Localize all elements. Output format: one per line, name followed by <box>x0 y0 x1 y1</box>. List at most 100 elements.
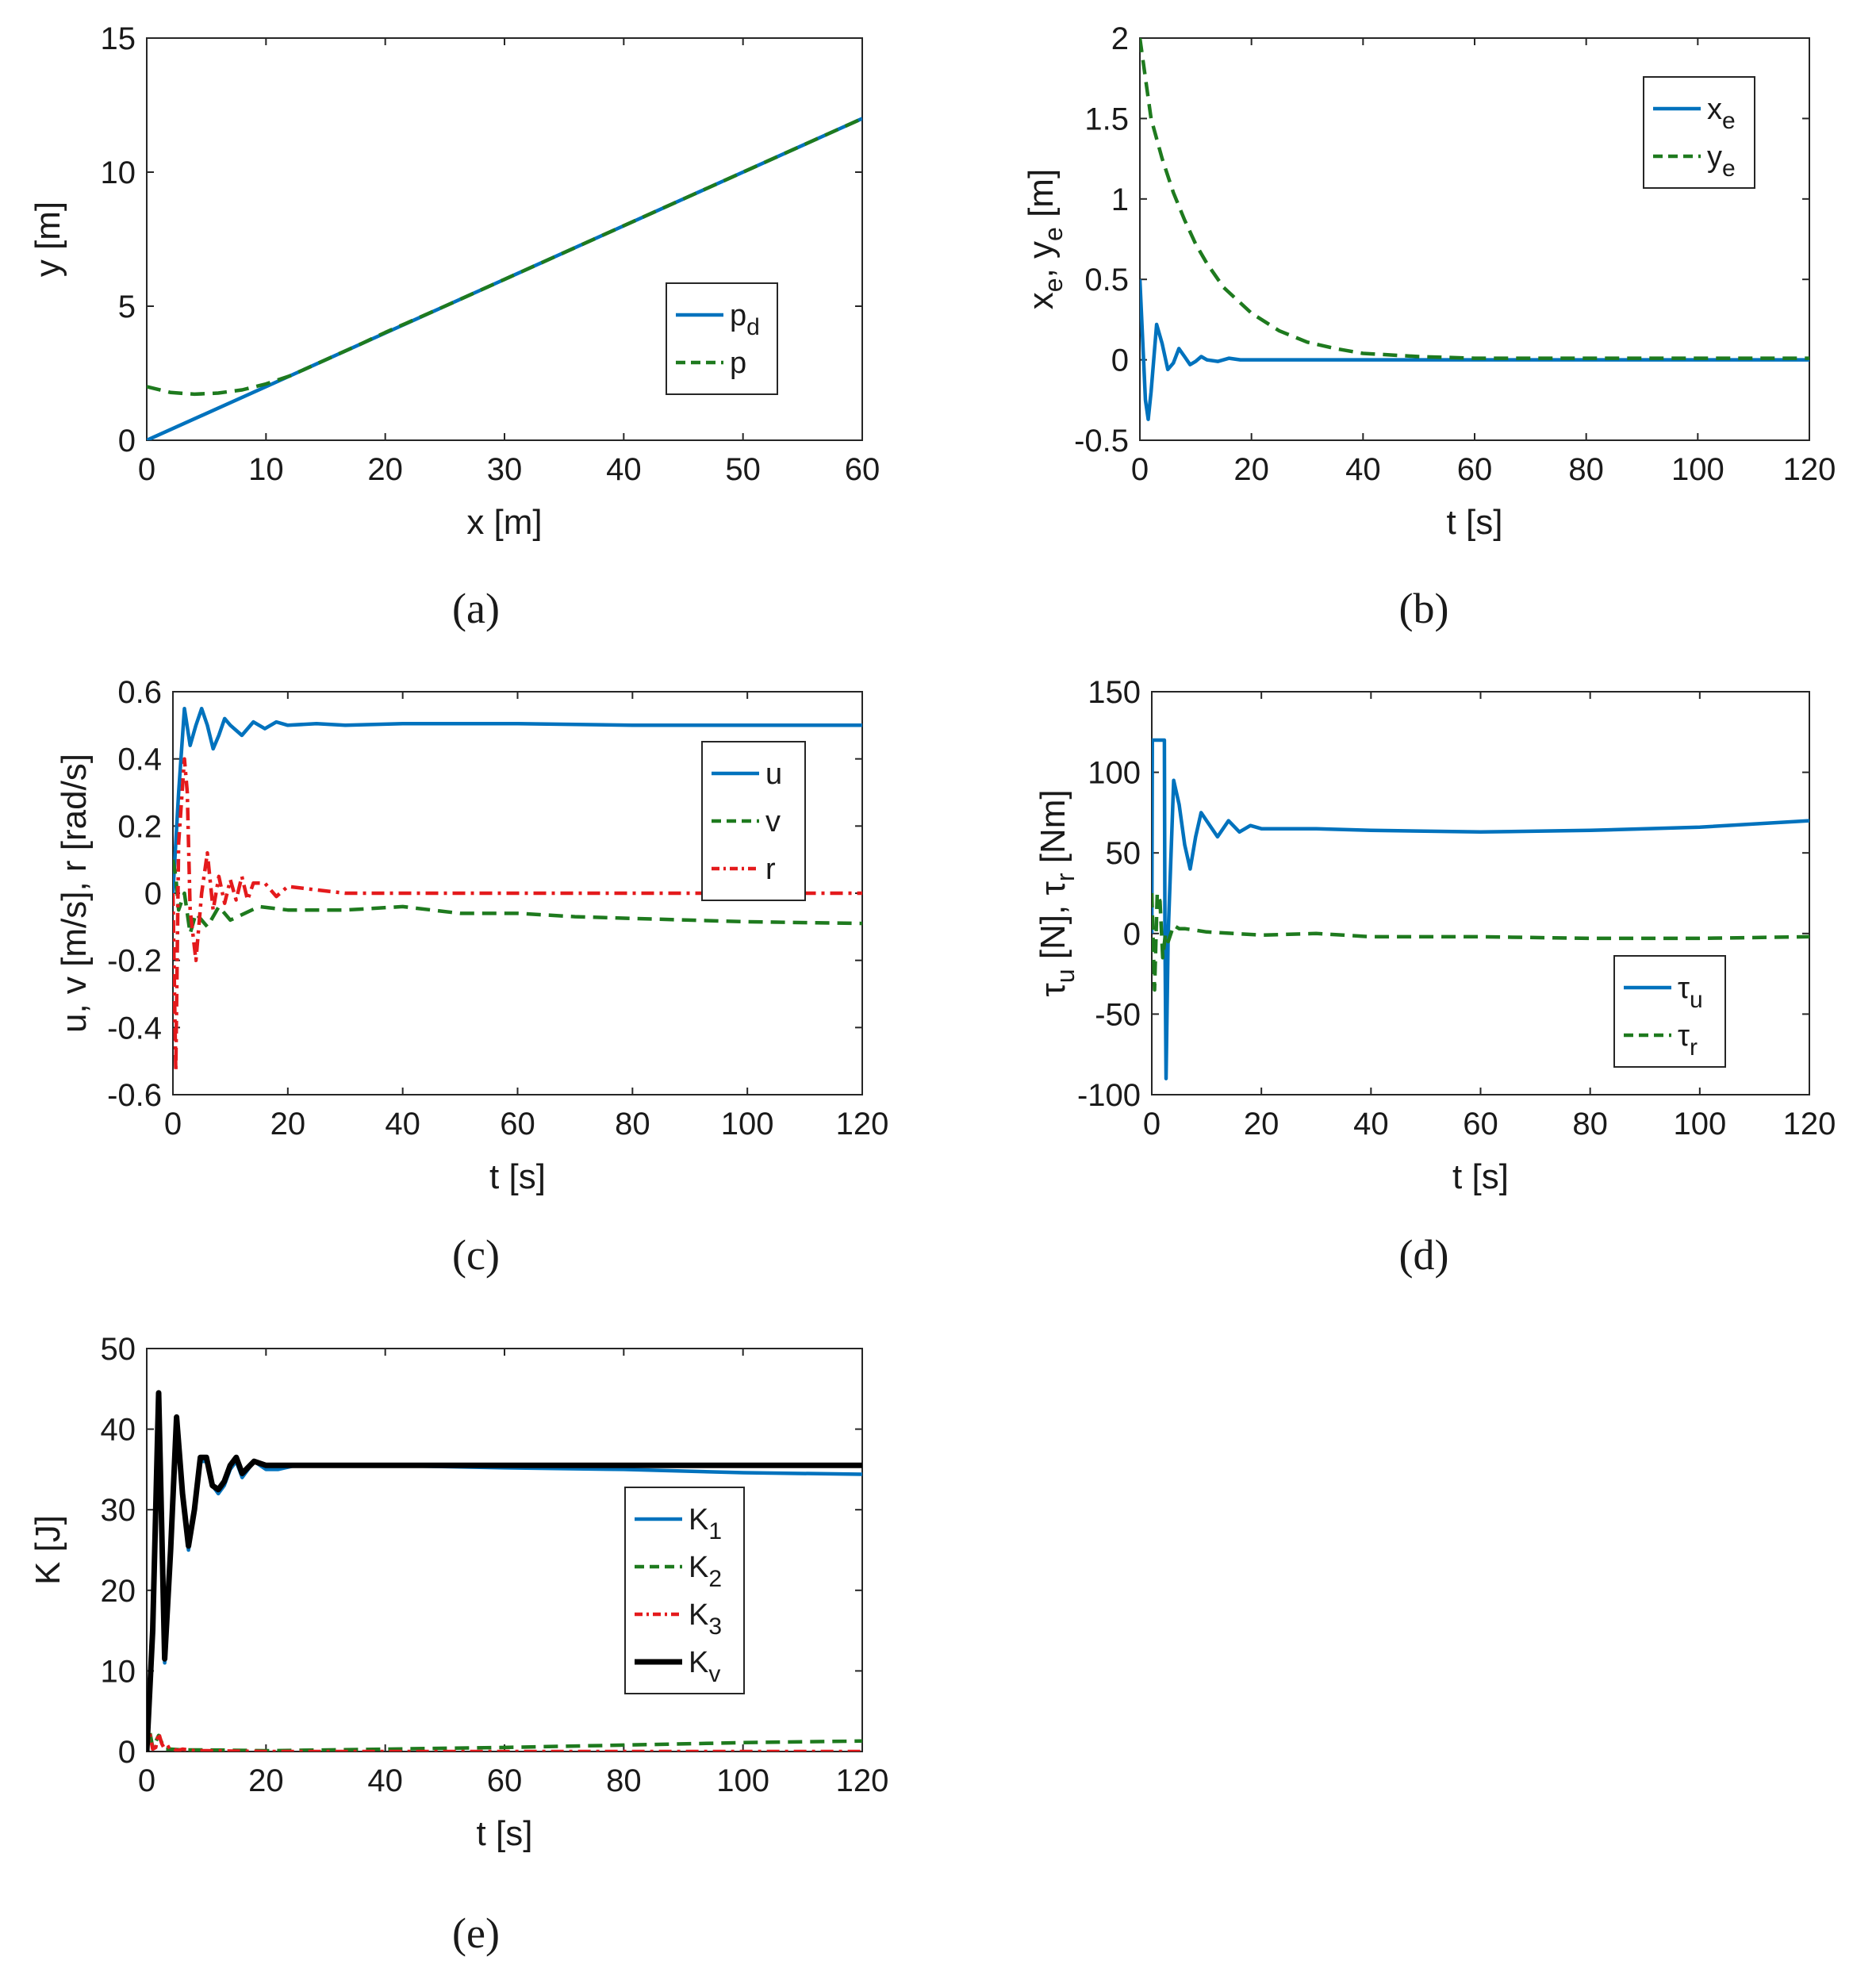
y-tick-label: 0 <box>118 1735 136 1770</box>
series-line-e-K1 <box>147 1395 862 1752</box>
x-tick-label: 120 <box>836 1763 889 1798</box>
legend-label: ye <box>1707 140 1736 182</box>
series-line-a-p <box>147 117 862 397</box>
y-tick-label: 0 <box>144 877 162 911</box>
x-tick-label: 0 <box>1143 1107 1161 1141</box>
x-tick-label: 120 <box>1783 1107 1836 1141</box>
x-tick-label: 30 <box>487 452 523 487</box>
legend-label: pd <box>730 299 760 340</box>
x-tick-label: 20 <box>1244 1107 1279 1141</box>
x-tick-label: 80 <box>1572 1107 1608 1141</box>
y-tick-label: -0.6 <box>107 1078 162 1113</box>
legend-label: xe <box>1707 93 1736 134</box>
x-tick-label: 20 <box>248 1763 284 1798</box>
legend-label: K3 <box>689 1598 722 1640</box>
x-tick-label: 0 <box>138 1763 155 1798</box>
y-tick-label: -0.4 <box>107 1011 162 1046</box>
x-axis-label: t [s] <box>489 1157 546 1196</box>
y-tick-label: -50 <box>1095 997 1141 1032</box>
series-line-d-u <box>1152 738 1809 1080</box>
x-tick-label: 60 <box>487 1763 523 1798</box>
x-tick-label: 100 <box>1671 452 1724 487</box>
x-tick-label: 60 <box>1463 1107 1498 1141</box>
y-tick-label: -0.2 <box>107 944 162 979</box>
series-line-c-r <box>173 757 862 1073</box>
x-tick-label: 20 <box>270 1107 306 1141</box>
subfigure-caption: (c) <box>452 1231 500 1279</box>
y-axis-label: xe, ye [m] <box>1022 169 1068 309</box>
y-tick-label: 10 <box>101 1654 136 1689</box>
y-tick-label: 30 <box>101 1493 136 1528</box>
x-tick-label: 40 <box>367 1763 403 1798</box>
y-tick-label: -100 <box>1077 1078 1141 1113</box>
x-tick-label: 80 <box>606 1763 642 1798</box>
y-tick-label: 50 <box>101 1332 136 1367</box>
legend-d <box>1613 955 1726 1068</box>
legend-label: τu <box>1678 972 1703 1013</box>
chart-e: 0 20 40 60 80 100 120 0 10 20 30 40 50 t [s] K [J] K1 K2… <box>29 1332 888 1957</box>
y-tick-label: 40 <box>101 1413 136 1448</box>
y-axis-label: K [J] <box>29 1515 67 1585</box>
x-tick-label: 40 <box>385 1107 420 1141</box>
x-tick-label: 100 <box>1673 1107 1726 1141</box>
x-tick-label: 40 <box>1345 452 1381 487</box>
plot-area-e <box>146 1348 863 1752</box>
x-tick-label: 0 <box>164 1107 182 1141</box>
legend-label: Kv <box>689 1646 720 1687</box>
legend-a <box>666 282 778 395</box>
x-tick-label: 100 <box>721 1107 774 1141</box>
x-axis-label: t [s] <box>1447 503 1503 542</box>
chart-a: 0 10 20 30 40 50 60 0 5 10 15 x [m] y [m] pd p (a) <box>29 21 880 632</box>
x-tick-label: 20 <box>367 452 403 487</box>
x-tick-label: 60 <box>1457 452 1493 487</box>
y-tick-label: 0.5 <box>1084 263 1129 297</box>
legend-label: K2 <box>689 1551 722 1592</box>
y-tick-label: 1.5 <box>1084 102 1129 136</box>
y-tick-label: 50 <box>1106 836 1141 871</box>
series-line-c-u <box>173 706 862 894</box>
y-tick-label: 5 <box>118 290 136 324</box>
subfigure-caption: (a) <box>452 585 500 632</box>
legend-label: p <box>730 347 746 380</box>
series-line-e-K3 <box>147 1731 862 1752</box>
x-tick-label: 120 <box>1783 452 1836 487</box>
y-tick-label: 150 <box>1088 675 1141 710</box>
series-line-b-xe <box>1140 279 1809 421</box>
series-line-e-Kv <box>147 1390 862 1752</box>
legend-label: v <box>765 805 781 838</box>
legend-label: τr <box>1678 1019 1698 1061</box>
x-tick-label: 20 <box>1233 452 1269 487</box>
y-tick-label: 2 <box>1111 21 1129 56</box>
legend-label: r <box>765 853 776 886</box>
subfigure-caption: (e) <box>452 1909 500 1957</box>
y-tick-label: 100 <box>1088 756 1141 791</box>
y-tick-label: 15 <box>101 21 136 56</box>
y-axis-label: y [m] <box>29 201 67 277</box>
x-axis-label: t [s] <box>477 1814 533 1853</box>
series-line-d-r <box>1152 891 1809 992</box>
x-tick-label: 60 <box>845 452 880 487</box>
y-tick-label: 0.4 <box>117 742 162 777</box>
y-tick-label: 10 <box>101 155 136 190</box>
x-tick-label: 40 <box>1353 1107 1389 1141</box>
x-tick-label: 60 <box>500 1107 535 1141</box>
y-tick-label: 0 <box>1123 917 1141 952</box>
x-tick-label: 100 <box>716 1763 769 1798</box>
y-tick-label: 0 <box>118 424 136 459</box>
y-axis-label: τu [N], τr [Nm] <box>1034 789 1080 996</box>
chart-c: 0 20 40 60 80 100 120 -0.6 -0.4 -0.2 0 0.2 0.4 0.6 t [… <box>55 675 888 1279</box>
subfigure-caption: (b) <box>1399 585 1449 632</box>
x-tick-label: 0 <box>138 452 155 487</box>
x-tick-label: 0 <box>1131 452 1149 487</box>
series-line-c-v <box>173 859 862 936</box>
y-tick-label: -0.5 <box>1074 424 1129 459</box>
subfigure-caption: (d) <box>1399 1231 1449 1279</box>
x-tick-label: 50 <box>725 452 761 487</box>
chart-d: 0 20 40 60 80 100 120 -100 -50 0 50 100 150 t [s] τu [… <box>1034 675 1836 1279</box>
x-tick-label: 40 <box>606 452 642 487</box>
legend-b <box>1643 76 1755 189</box>
y-tick-label: 0 <box>1111 343 1129 378</box>
legend-label: K1 <box>689 1503 722 1544</box>
x-tick-label: 120 <box>836 1107 889 1141</box>
